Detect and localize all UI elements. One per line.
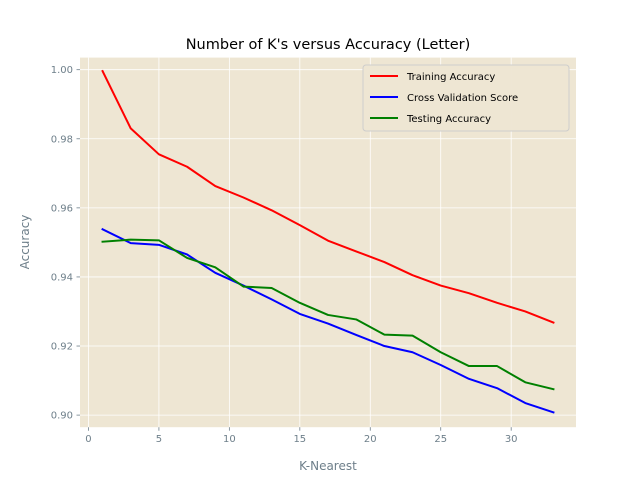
x-axis-label: K-Nearest (299, 459, 357, 473)
legend-box (362, 64, 570, 132)
legend: Training Accuracy Cross Validation Score… (362, 64, 570, 132)
testing-accuracy-line (101, 238, 555, 391)
x-tick-label: 30 (505, 434, 518, 445)
y-tick-label: 1.00 (51, 65, 73, 76)
y-tick-label: 0.96 (51, 203, 73, 214)
x-tick-label: 10 (223, 434, 236, 445)
legend-label-testing: Testing Accuracy (406, 114, 491, 125)
y-tick-label: 0.92 (51, 342, 73, 353)
x-tick-label: 25 (434, 434, 447, 445)
axis-ticks: 0 5 10 15 20 25 30 0.90 0.92 0.94 0.96 0.98 1.00 (51, 65, 518, 445)
legend-label-training: Training Accuracy (406, 72, 495, 83)
y-tick-label: 0.94 (51, 272, 73, 283)
series-lines (101, 69, 555, 414)
training-accuracy-line (101, 69, 555, 324)
x-tick-label: 5 (156, 434, 162, 445)
legend-label-cross-validation: Cross Validation Score (407, 93, 518, 104)
y-axis-label: Accuracy (18, 215, 32, 270)
chart-title: Number of K's versus Accuracy (Letter) (186, 37, 471, 53)
y-tick-label: 0.98 (51, 134, 73, 145)
x-tick-label: 15 (293, 434, 306, 445)
x-tick-label: 20 (364, 434, 377, 445)
y-tick-label: 0.90 (51, 411, 73, 422)
x-tick-label: 0 (85, 434, 91, 445)
